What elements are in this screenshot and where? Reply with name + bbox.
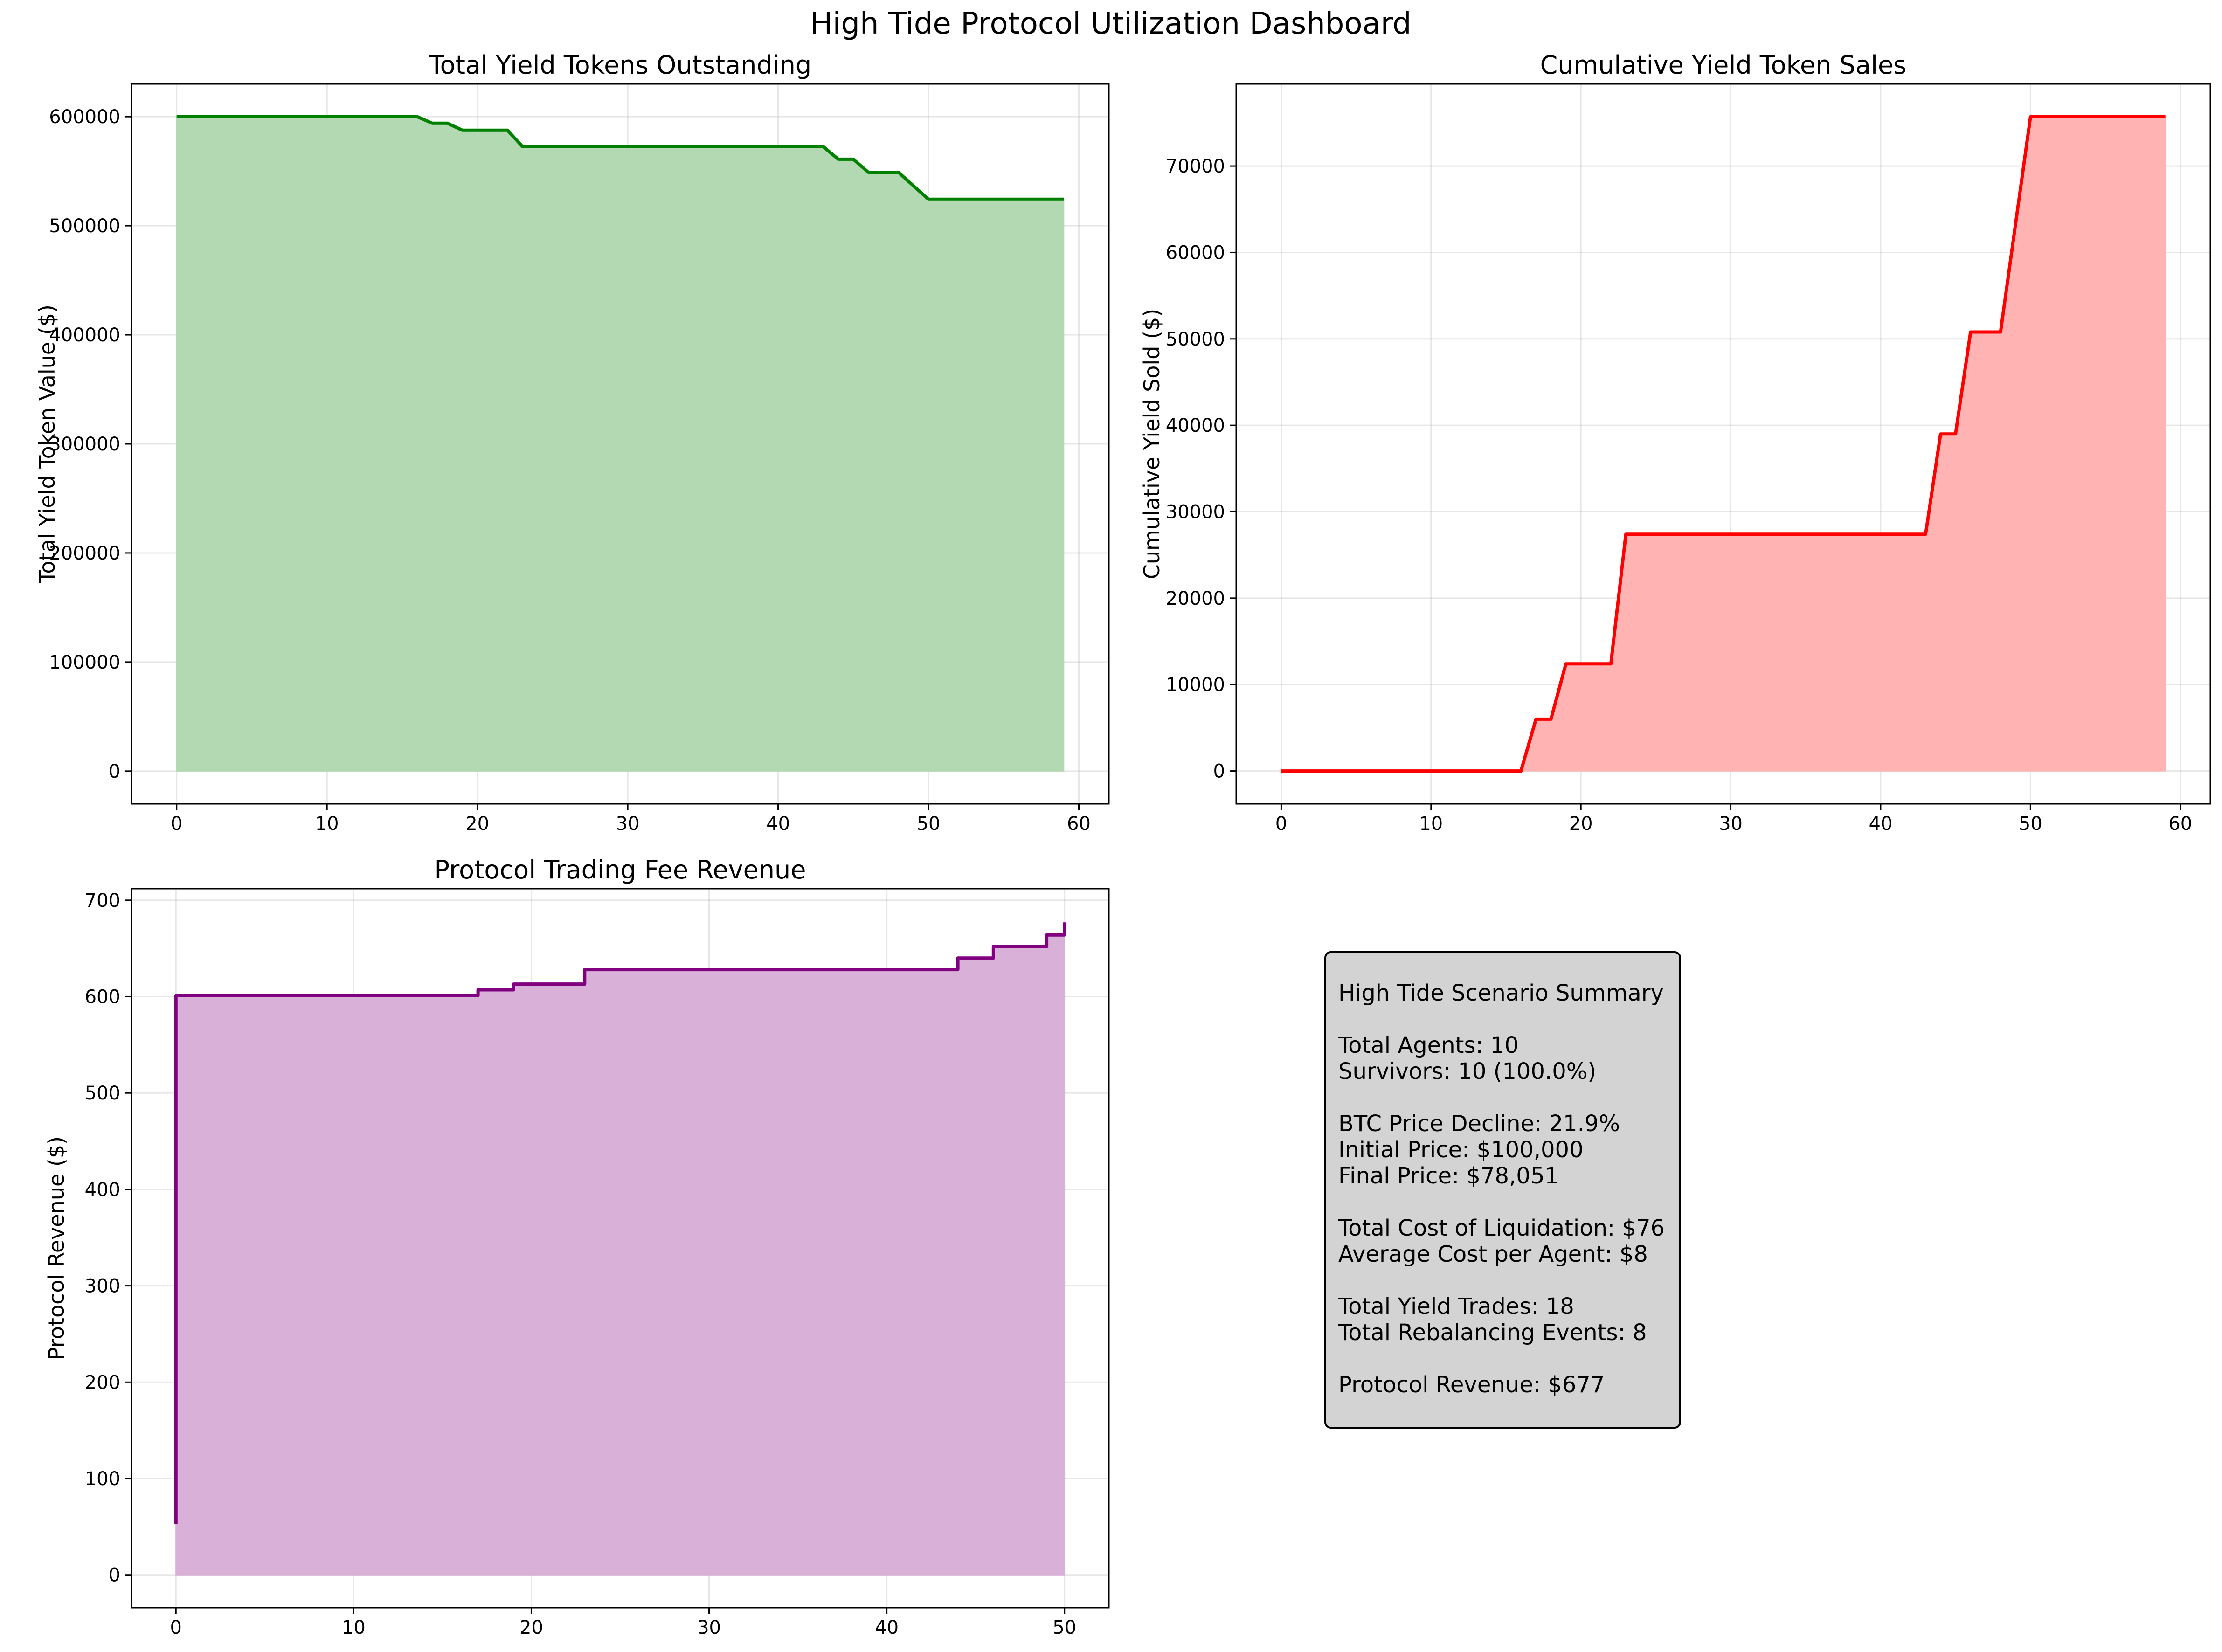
spacer	[1338, 1085, 1667, 1111]
chart-panel-cumulative-yield-sales: 0 10 20 30 40 50 60 0 10000 20000 30000 40000 50000 6…	[1139, 50, 2211, 835]
y-tick-label: 30000	[1166, 502, 1225, 523]
x-tick-label: 20	[465, 813, 489, 835]
y-tick-label: 0	[109, 1565, 120, 1586]
summary-avg-cost: Average Cost per Agent: $8	[1338, 1241, 1648, 1267]
series-line	[1281, 115, 2166, 773]
summary-rebalancing: Total Rebalancing Events: 8	[1338, 1320, 1647, 1346]
y-tick-label: 300000	[49, 434, 120, 455]
series-area-fill	[1281, 116, 2166, 772]
summary-total-agents: Total Agents: 10	[1338, 1032, 1519, 1058]
y-tick-label: 500000	[49, 215, 120, 237]
x-tick-label: 10	[342, 1617, 366, 1638]
x-tick-label: 40	[1869, 813, 1893, 835]
summary-box: High Tide Scenario Summary Total Agents:…	[1324, 951, 1681, 1429]
y-tick-label: 200	[85, 1372, 120, 1393]
y-tick-label: 40000	[1166, 415, 1225, 436]
y-tick-label: 100000	[49, 652, 120, 673]
summary-yield-trades: Total Yield Trades: 18	[1338, 1293, 1574, 1320]
chart-title: Cumulative Yield Token Sales	[1540, 50, 1907, 80]
x-tick-label: 0	[170, 1617, 182, 1638]
y-tick-label: 70000	[1166, 156, 1225, 177]
x-tick-label: 60	[2168, 813, 2192, 835]
x-tick-label: 30	[697, 1617, 721, 1638]
y-tick-label: 20000	[1166, 588, 1225, 609]
chart-panel-protocol-fee-revenue: 0 10 20 30 40 500100200300400500600700Protoco…	[44, 855, 1110, 1638]
summary-initial-price: Initial Price: $100,000	[1338, 1137, 1584, 1163]
x-tick-label: 0	[1275, 813, 1287, 835]
series-area-fill	[176, 116, 1065, 772]
y-axis-label: Protocol Revenue ($)	[44, 1136, 69, 1360]
y-tick-label: 400000	[49, 325, 120, 346]
y-tick-label: 0	[109, 761, 120, 782]
series-line	[174, 922, 1066, 1524]
y-tick-label: 100	[85, 1468, 120, 1490]
axes-frame	[1235, 83, 2211, 805]
chart-panel-yield-tokens-outstanding: 0 10 20 30 40 50 60 0 100000 200000 300000 400000 50…	[35, 50, 1110, 835]
x-tick-label: 10	[315, 813, 339, 835]
x-tick-label: 30	[1719, 813, 1743, 835]
summary-total-cost: Total Cost of Liquidation: $76	[1338, 1215, 1665, 1241]
y-tick-label: 0	[1213, 761, 1225, 782]
x-tick-label: 40	[875, 1617, 899, 1638]
spacer	[1338, 1346, 1667, 1372]
spacer	[1338, 1267, 1667, 1293]
summary-final-price: Final Price: $78,051	[1338, 1163, 1559, 1189]
x-tick-label: 40	[766, 813, 790, 835]
x-tick-label: 10	[1419, 813, 1443, 835]
chart-title: Total Yield Tokens Outstanding	[429, 50, 811, 80]
y-tick-label: 400	[85, 1179, 120, 1201]
x-tick-label: 60	[1067, 813, 1091, 835]
y-tick-label: 200000	[49, 543, 120, 564]
x-tick-label: 30	[616, 813, 640, 835]
x-tick-label: 50	[917, 813, 941, 835]
summary-survivors: Survivors: 10 (100.0%)	[1338, 1058, 1597, 1085]
chart-layer: 0 10 20 30 40 50 60010000020000030000040000050…	[35, 50, 2211, 1638]
x-tick-label: 20	[519, 1617, 543, 1638]
series-line	[176, 115, 1064, 201]
x-tick-label: 0	[171, 813, 182, 835]
chart-title: Protocol Trading Fee Revenue	[435, 855, 806, 885]
y-axis-label: Cumulative Yield Sold ($)	[1139, 309, 1164, 579]
y-tick-label: 700	[85, 890, 120, 912]
x-tick-label: 50	[1052, 1617, 1076, 1638]
axes-frame	[131, 888, 1110, 1609]
spacer	[1338, 1189, 1667, 1215]
y-tick-label: 300	[85, 1276, 120, 1297]
spacer	[1338, 1006, 1667, 1032]
summary-title: High Tide Scenario Summary	[1338, 980, 1664, 1006]
y-tick-label: 600	[85, 987, 120, 1008]
summary-btc-decline: BTC Price Decline: 21.9%	[1338, 1111, 1620, 1137]
figure-suptitle: High Tide Protocol Utilization Dashboard	[810, 7, 1411, 41]
y-tick-label: 500	[85, 1083, 120, 1104]
y-tick-label: 50000	[1166, 329, 1225, 350]
y-axis-label: Total Yield Token Value ($)	[35, 304, 60, 584]
y-tick-label: 10000	[1166, 674, 1225, 696]
series-area-fill	[175, 922, 1065, 1576]
y-tick-label: 60000	[1166, 242, 1225, 263]
y-tick-label: 600000	[49, 106, 120, 128]
x-tick-label: 50	[2019, 813, 2042, 835]
summary-revenue: Protocol Revenue: $677	[1338, 1372, 1605, 1398]
x-tick-label: 20	[1569, 813, 1593, 835]
